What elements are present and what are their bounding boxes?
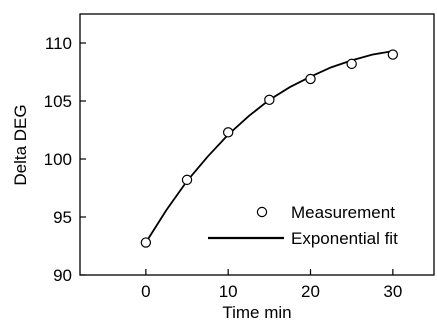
y-tick-label-100: 100 [44,150,72,169]
measurement-point-1 [181,174,193,186]
legend-marker-measurement [256,206,268,218]
measurement-point-0 [140,237,152,248]
x-axis-ticks: 0 10 20 30 [141,269,402,301]
measurement-series [140,49,399,248]
plot-frame [79,13,435,276]
y-tick-label-95: 95 [53,208,72,227]
y-tick-label-110: 110 [45,34,72,53]
y-tick-label-105: 105 [44,92,72,111]
measurement-point-2 [222,127,234,138]
measurement-point-3 [264,94,275,106]
x-tick-label-30: 30 [383,282,402,301]
x-tick-label-20: 20 [301,282,320,301]
y-axis-label: Delta DEG [11,104,30,185]
measurement-point-5 [346,58,357,70]
legend-label-fit: Exponential fit [291,229,398,248]
x-tick-label-0: 0 [141,282,150,301]
x-tick-label-10: 10 [219,282,238,301]
y-tick-label-90: 90 [53,266,72,285]
measurement-point-4 [305,73,316,85]
y-axis-ticks: 90 95 100 105 110 [44,34,86,285]
legend: Measurement Exponential fit [208,203,398,248]
x-axis-label: Time min [222,303,291,322]
legend-label-measurement: Measurement [291,203,395,222]
measurement-point-6 [387,49,399,60]
